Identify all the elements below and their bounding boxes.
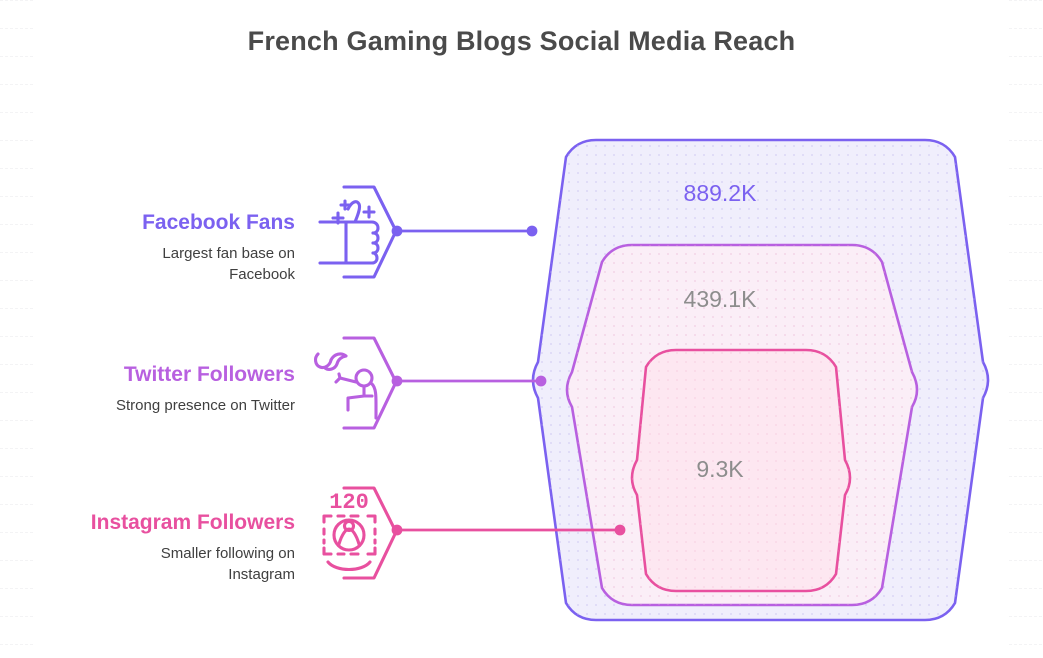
connector-twitter — [391, 375, 547, 387]
legend-item-facebook[interactable]: Facebook Fans Largest fan base on Facebo… — [55, 210, 295, 285]
legend-desc-facebook-line2: Facebook — [229, 266, 295, 283]
legend-desc-instagram: Smaller following on Instagram — [55, 543, 295, 585]
legend-desc-instagram-line1: Smaller following on — [160, 545, 295, 562]
connector-facebook — [391, 225, 538, 237]
page-title: French Gaming Blogs Social Media Reach — [247, 26, 796, 56]
legend-desc-twitter: Strong presence on Twitter — [116, 397, 295, 414]
value-label-facebook: 889.2K — [683, 180, 757, 206]
face-count-badge: 120 — [329, 490, 369, 515]
legend-title-twitter: Twitter Followers — [123, 363, 295, 386]
value-label-instagram: 9.3K — [696, 456, 744, 482]
legend-item-instagram[interactable]: Instagram Followers Smaller following on… — [55, 510, 295, 585]
value-label-twitter: 439.1K — [683, 286, 757, 312]
legend-desc-facebook: Largest fan base on Facebook — [55, 243, 295, 285]
legend-item-twitter[interactable]: Twitter Followers Strong presence on Twi… — [55, 362, 295, 416]
face-detect-icon: 120 — [306, 482, 404, 584]
legend-title-instagram: Instagram Followers — [90, 511, 295, 534]
thumbs-up-icon — [306, 181, 404, 283]
legend-desc-instagram-line2: Instagram — [228, 566, 295, 583]
bird-release-icon — [306, 332, 404, 434]
legend-desc-facebook-line1: Largest fan base on — [162, 245, 295, 262]
legend-title-facebook: Facebook Fans — [142, 211, 295, 234]
hexagon-inner-instagram[interactable] — [630, 348, 852, 593]
